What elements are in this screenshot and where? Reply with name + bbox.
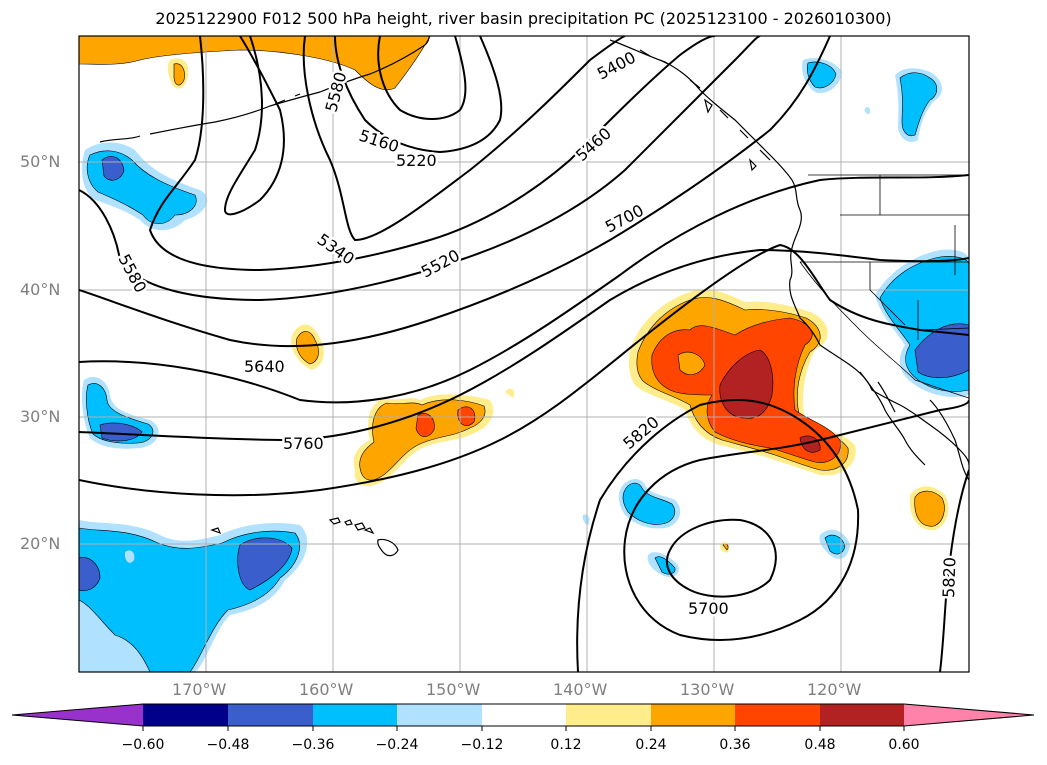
colorbar-segment (482, 704, 566, 726)
colorbar-tick-label: −0.36 (291, 737, 335, 753)
coastlines (99, 36, 969, 557)
colorbar-tick-label: −0.60 (121, 737, 165, 753)
contour-label: 5700 (688, 599, 729, 618)
lon-label: 170°W (172, 680, 227, 699)
colorbar-segment (566, 704, 651, 726)
colorbar-tick-label: 0.36 (719, 737, 751, 753)
contour-label: 5640 (244, 357, 285, 376)
contour-label: 5220 (396, 151, 437, 170)
colorbar-segment (651, 704, 735, 726)
colorbar (11, 703, 1035, 731)
colorbar-tick-label: 0.48 (804, 737, 836, 753)
colorbar-tick-label: 0.24 (635, 737, 667, 753)
colorbar-segment (143, 704, 228, 726)
height-contours (79, 36, 969, 672)
lat-label: 40°N (20, 280, 61, 299)
lon-label: 150°W (426, 680, 481, 699)
colorbar-over-arrow (904, 704, 1034, 726)
figure-title: 2025122900 F012 500 hPa height, river ba… (155, 9, 892, 28)
colorbar-tick-label: 0.12 (550, 737, 582, 753)
lat-label: 50°N (20, 152, 61, 171)
colorbar-segment (397, 704, 482, 726)
colorbar-tick-label: −0.12 (460, 737, 504, 753)
lon-label: 160°W (299, 680, 354, 699)
colorbar-segment (820, 704, 904, 726)
lon-label: 140°W (553, 680, 608, 699)
contour-label: 5820 (939, 557, 959, 598)
colorbar-tick-label: 0.60 (888, 737, 920, 753)
graticule (79, 36, 969, 672)
political-borders (799, 174, 969, 399)
lat-label: 30°N (20, 407, 61, 426)
colorbar-segment (735, 704, 820, 726)
colorbar-segment (228, 704, 313, 726)
lon-label: 120°W (807, 680, 862, 699)
lat-label: 20°N (20, 534, 61, 553)
colorbar-tick-label: −0.24 (375, 737, 419, 753)
colorbar-tick-label: −0.48 (206, 737, 250, 753)
map-frame (78, 35, 970, 673)
colorbar-segment (313, 704, 397, 726)
contour-label: 5760 (283, 434, 324, 453)
lon-label: 130°W (680, 680, 735, 699)
colorbar-under-arrow (12, 704, 143, 726)
